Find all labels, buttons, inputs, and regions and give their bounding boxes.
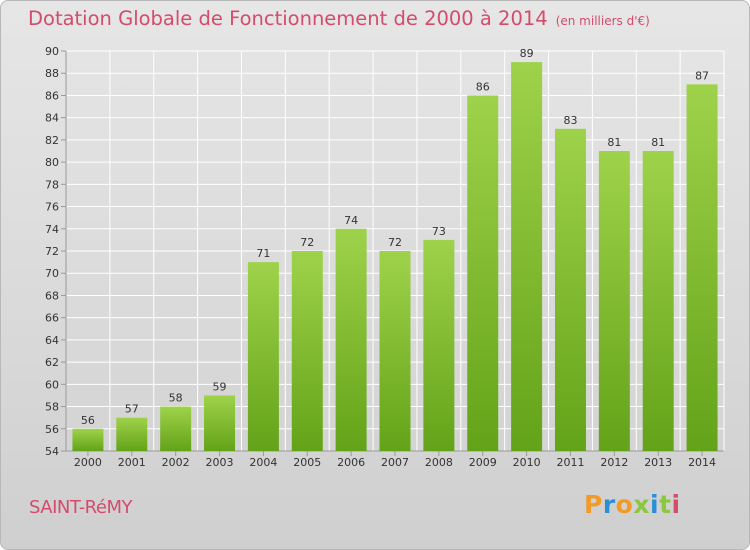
bar-2008 xyxy=(423,239,455,451)
bar-2000 xyxy=(72,428,104,451)
data-label-2009: 86 xyxy=(476,80,490,93)
x-tick-label: 2000 xyxy=(74,456,102,469)
x-tick-label: 2013 xyxy=(644,456,672,469)
data-label-2011: 83 xyxy=(563,114,577,127)
y-tick-label: 74 xyxy=(45,223,59,236)
y-tick-label: 58 xyxy=(45,401,59,414)
x-tick-label: 2005 xyxy=(293,456,321,469)
data-label-2008: 73 xyxy=(432,225,446,238)
bar-2005 xyxy=(291,251,323,451)
logo-letter: i xyxy=(650,490,660,519)
logo-letter: t xyxy=(659,490,672,519)
x-tick-label: 2006 xyxy=(337,456,365,469)
y-tick-label: 54 xyxy=(45,445,59,458)
bar-2003 xyxy=(204,395,236,451)
y-tick-label: 72 xyxy=(45,245,59,258)
proxiti-logo: Proxiti xyxy=(584,490,681,519)
bar-2011 xyxy=(554,128,586,451)
bar-2006 xyxy=(335,228,367,451)
logo-letter: o xyxy=(615,490,634,519)
x-tick-label: 2008 xyxy=(425,456,453,469)
bar-2007 xyxy=(379,251,411,451)
bar-2010 xyxy=(511,62,543,451)
chart-title-text: Dotation Globale de Fonctionnement de 20… xyxy=(28,7,548,30)
y-tick-label: 66 xyxy=(45,312,59,325)
logo-letter: i xyxy=(671,490,681,519)
y-tick-label: 90 xyxy=(45,45,59,58)
x-tick-label: 2014 xyxy=(688,456,716,469)
chart-title: Dotation Globale de Fonctionnement de 20… xyxy=(28,7,650,30)
commune-name: SAINT-RéMY xyxy=(29,497,132,518)
data-label-2000: 56 xyxy=(81,414,95,427)
data-label-2014: 87 xyxy=(695,69,709,82)
x-tick-label: 2004 xyxy=(249,456,277,469)
x-tick-label: 2011 xyxy=(556,456,584,469)
data-label-2004: 71 xyxy=(256,247,270,260)
y-tick-label: 88 xyxy=(45,67,59,80)
data-label-2012: 81 xyxy=(607,136,621,149)
bar-2004 xyxy=(247,262,279,451)
bar-2013 xyxy=(642,151,674,451)
y-tick-label: 80 xyxy=(45,156,59,169)
data-label-2013: 81 xyxy=(651,136,665,149)
data-label-2003: 59 xyxy=(213,380,227,393)
x-tick-label: 2012 xyxy=(600,456,628,469)
tick-labels: 54 56 58 60 62 64 66 68 70 72 74 76 78 80 82 84 86 88 90 20… xyxy=(45,45,716,469)
y-tick-label: 62 xyxy=(45,356,59,369)
x-tick-label: 2009 xyxy=(469,456,497,469)
bar-2002 xyxy=(160,406,192,451)
y-tick-label: 64 xyxy=(45,334,59,347)
y-tick-label: 86 xyxy=(45,89,59,102)
bar-2014 xyxy=(686,84,718,451)
bar-2012 xyxy=(598,151,630,451)
x-tick-label: 2002 xyxy=(162,456,190,469)
y-tick-label: 56 xyxy=(45,423,59,436)
y-tick-label: 82 xyxy=(45,134,59,147)
data-label-2001: 57 xyxy=(125,403,139,416)
logo-letter: P xyxy=(584,490,603,519)
y-tick-label: 78 xyxy=(45,178,59,191)
x-tick-label: 2007 xyxy=(381,456,409,469)
data-label-2010: 89 xyxy=(520,47,534,60)
x-tick-label: 2010 xyxy=(513,456,541,469)
logo-letter: r xyxy=(602,490,616,519)
chart-subtitle: (en milliers d'€) xyxy=(555,14,650,28)
logo-letter: x xyxy=(633,490,650,519)
bars xyxy=(72,62,718,451)
y-tick-label: 70 xyxy=(45,267,59,280)
data-label-2005: 72 xyxy=(300,236,314,249)
y-tick-label: 84 xyxy=(45,112,59,125)
bar-2001 xyxy=(116,417,148,451)
y-tick-label: 68 xyxy=(45,289,59,302)
x-tick-label: 2003 xyxy=(206,456,234,469)
data-label-2007: 72 xyxy=(388,236,402,249)
y-tick-label: 76 xyxy=(45,201,59,214)
data-label-2006: 74 xyxy=(344,214,358,227)
data-label-2002: 58 xyxy=(169,392,183,405)
data-labels: 56 57 58 59 71 72 74 72 73 86 89 83 81 81 87 xyxy=(81,47,709,427)
x-tick-label: 2001 xyxy=(118,456,146,469)
y-tick-label: 60 xyxy=(45,378,59,391)
bar-2009 xyxy=(467,95,499,451)
